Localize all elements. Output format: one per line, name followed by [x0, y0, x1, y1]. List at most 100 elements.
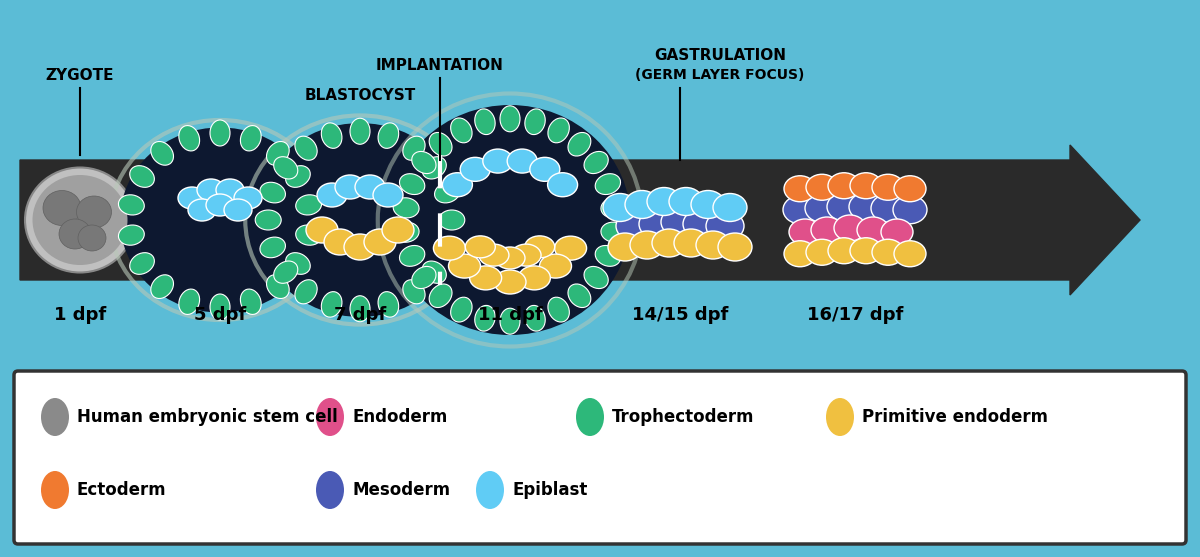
Ellipse shape [604, 193, 637, 222]
Ellipse shape [179, 125, 199, 151]
Text: 11 dpf: 11 dpf [478, 306, 542, 324]
Ellipse shape [872, 174, 904, 201]
Ellipse shape [652, 229, 686, 257]
Ellipse shape [460, 157, 490, 182]
Ellipse shape [25, 168, 134, 272]
Ellipse shape [826, 398, 854, 436]
Ellipse shape [790, 219, 821, 245]
Ellipse shape [706, 211, 744, 241]
Ellipse shape [430, 284, 452, 307]
Ellipse shape [240, 289, 262, 315]
Ellipse shape [511, 244, 541, 266]
Ellipse shape [451, 297, 472, 322]
Text: Epiblast: Epiblast [512, 481, 587, 499]
Ellipse shape [784, 196, 817, 224]
Ellipse shape [286, 165, 311, 187]
Ellipse shape [322, 123, 342, 148]
Ellipse shape [389, 105, 631, 335]
Ellipse shape [403, 136, 425, 160]
Ellipse shape [524, 305, 545, 331]
Ellipse shape [601, 198, 626, 218]
Ellipse shape [806, 240, 838, 265]
Ellipse shape [350, 296, 370, 322]
Ellipse shape [661, 207, 698, 237]
Ellipse shape [422, 157, 446, 179]
Ellipse shape [188, 199, 216, 221]
Ellipse shape [449, 254, 480, 278]
Ellipse shape [344, 234, 376, 260]
Ellipse shape [206, 194, 234, 216]
Ellipse shape [640, 209, 677, 239]
FancyArrow shape [20, 145, 1140, 295]
Ellipse shape [179, 289, 199, 315]
Ellipse shape [827, 193, 862, 221]
Ellipse shape [378, 292, 398, 317]
Ellipse shape [210, 294, 230, 320]
Ellipse shape [691, 190, 725, 218]
Ellipse shape [224, 199, 252, 221]
Ellipse shape [322, 292, 342, 317]
Text: 7 dpf: 7 dpf [334, 306, 386, 324]
Ellipse shape [295, 195, 322, 215]
Ellipse shape [316, 471, 344, 509]
Ellipse shape [500, 308, 520, 334]
Ellipse shape [32, 175, 127, 265]
Ellipse shape [430, 133, 452, 156]
Ellipse shape [683, 209, 721, 239]
Ellipse shape [317, 183, 347, 207]
Ellipse shape [355, 175, 385, 199]
Ellipse shape [286, 253, 311, 275]
Ellipse shape [584, 152, 608, 174]
Ellipse shape [568, 133, 590, 156]
Ellipse shape [324, 229, 356, 255]
Ellipse shape [178, 187, 206, 209]
Ellipse shape [373, 183, 403, 207]
Ellipse shape [41, 398, 70, 436]
Text: 14/15 dpf: 14/15 dpf [632, 306, 728, 324]
Ellipse shape [412, 152, 436, 174]
Ellipse shape [508, 149, 538, 173]
Ellipse shape [811, 217, 842, 243]
Text: ZYGOTE: ZYGOTE [46, 67, 114, 82]
Ellipse shape [433, 236, 466, 260]
Ellipse shape [568, 284, 590, 307]
Ellipse shape [894, 241, 926, 267]
Ellipse shape [893, 196, 928, 224]
Text: Human embryonic stem cell: Human embryonic stem cell [77, 408, 337, 426]
Ellipse shape [266, 141, 289, 165]
Ellipse shape [524, 109, 545, 135]
Text: (GERM LAYER FOCUS): (GERM LAYER FOCUS) [635, 68, 805, 82]
Text: Endoderm: Endoderm [352, 408, 448, 426]
Ellipse shape [443, 173, 473, 197]
Ellipse shape [306, 217, 338, 243]
Ellipse shape [850, 193, 883, 221]
Ellipse shape [274, 261, 298, 284]
Ellipse shape [834, 215, 866, 241]
Ellipse shape [630, 231, 664, 259]
Ellipse shape [850, 173, 882, 199]
Ellipse shape [130, 165, 155, 187]
Ellipse shape [674, 229, 708, 257]
Ellipse shape [274, 157, 298, 179]
Ellipse shape [120, 128, 320, 312]
Ellipse shape [59, 219, 91, 249]
Ellipse shape [234, 187, 262, 209]
Ellipse shape [151, 275, 174, 299]
Ellipse shape [412, 266, 436, 289]
Ellipse shape [394, 222, 419, 242]
Ellipse shape [475, 305, 496, 331]
Ellipse shape [335, 175, 365, 199]
Ellipse shape [584, 266, 608, 289]
Text: Ectoderm: Ectoderm [77, 481, 167, 499]
Ellipse shape [496, 247, 526, 269]
Ellipse shape [422, 261, 446, 284]
Ellipse shape [295, 136, 317, 160]
Text: IMPLANTATION: IMPLANTATION [376, 57, 504, 72]
Ellipse shape [548, 297, 569, 322]
Ellipse shape [77, 196, 112, 228]
Ellipse shape [871, 194, 905, 222]
Ellipse shape [41, 471, 70, 509]
Ellipse shape [400, 174, 425, 194]
Ellipse shape [784, 241, 816, 267]
Ellipse shape [500, 106, 520, 132]
